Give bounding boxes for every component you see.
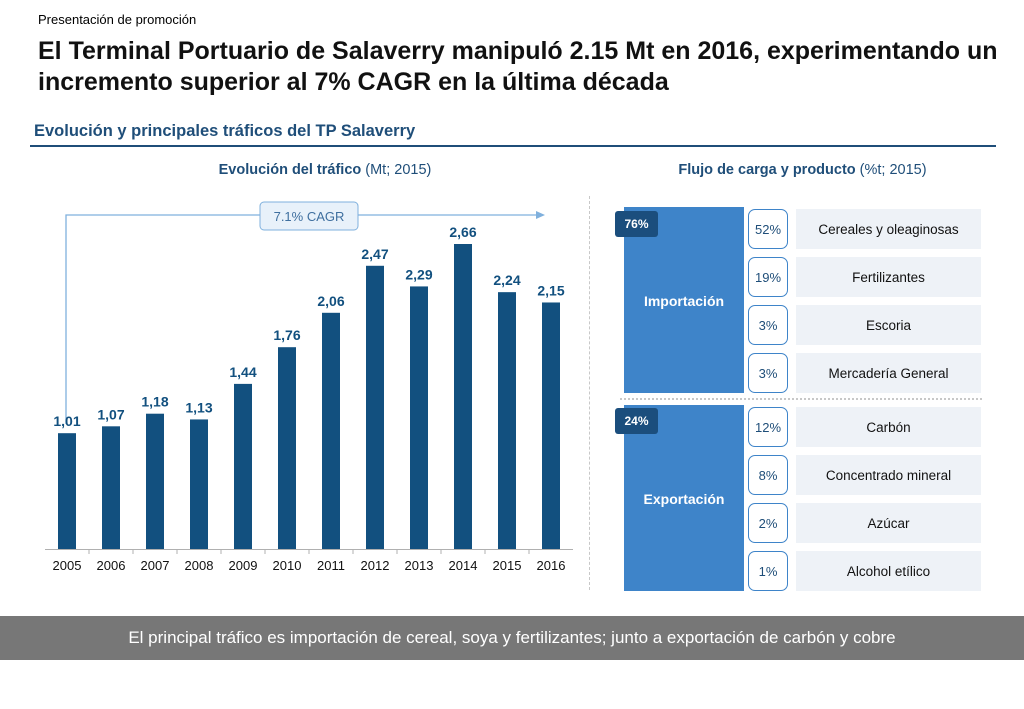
bar [146, 413, 164, 549]
flow-product-label: Cereales y oleaginosas [796, 209, 981, 249]
x-tick-label: 2010 [273, 558, 302, 573]
flow-row: 1% Alcohol etílico [748, 551, 981, 593]
flow-subtitle-bold: Flujo de carga y producto [678, 162, 856, 178]
cagr-callout-box [259, 201, 359, 231]
flow-product-label: Azúcar [796, 503, 981, 543]
chart-subtitle-unit: (Mt; 2015) [361, 162, 432, 178]
flow-subtitle-unit: (%t; 2015) [855, 162, 927, 178]
flow-subtitle: Flujo de carga y producto (%t; 2015) [600, 162, 1005, 178]
bar [542, 302, 560, 549]
x-tick-label: 2008 [185, 558, 214, 573]
bar-value-label: 2,47 [361, 246, 388, 262]
bar [102, 426, 120, 549]
group-separator [620, 398, 982, 400]
chart-subtitle-bold: Evolución del tráfico [218, 162, 362, 178]
flow-row: 52% Cereales y oleaginosas [748, 209, 981, 251]
flow-product-label: Mercadería General [796, 353, 981, 393]
bar [234, 383, 252, 549]
section-rule [30, 145, 996, 147]
conclusion-text: El principal tráfico es importación de c… [128, 628, 896, 647]
page-title: El Terminal Portuario de Salaverry manip… [38, 37, 998, 96]
x-tick-label: 2009 [229, 558, 258, 573]
panel-divider [589, 196, 590, 590]
x-tick-label: 2012 [361, 558, 390, 573]
flow-product-label: Escoria [796, 305, 981, 345]
flow-product-label: Fertilizantes [796, 257, 981, 297]
traffic-bar-chart: 7.1% CAGR 1,01 2005 1,07 2006 1,18 2007 1,13 200… [45, 201, 573, 573]
bar-value-label: 2,66 [449, 224, 476, 240]
flow-product-label: Carbón [796, 407, 981, 447]
bar-value-label: 1,76 [273, 327, 300, 343]
export-group-box: Exportación [624, 405, 744, 591]
cagr-arrow-line [65, 214, 540, 424]
import-group-label: Importación [643, 293, 725, 309]
cagr-label: 7.1% CAGR [274, 209, 345, 224]
bar [498, 292, 516, 549]
cagr-arrow-head [536, 211, 545, 219]
bar-value-label: 2,06 [317, 293, 344, 309]
flow-row: 8% Concentrado mineral [748, 455, 981, 497]
x-tick-label: 2011 [317, 558, 345, 573]
flow-product-label: Alcohol etílico [796, 551, 981, 591]
cagr-callout: 7.1% CAGR [259, 201, 359, 231]
presentation-kicker: Presentación de promoción [38, 12, 197, 27]
export-group-label: Exportación [643, 491, 725, 507]
flow-row: 19% Fertilizantes [748, 257, 981, 299]
chart-subtitle: Evolución del tráfico (Mt; 2015) [60, 162, 590, 178]
bar-value-label: 1,13 [185, 399, 212, 415]
flow-row: 3% Mercadería General [748, 353, 981, 395]
import-group-box: Importación [624, 207, 744, 393]
x-tick-label: 2007 [141, 558, 170, 573]
bar [410, 286, 428, 549]
bar-value-label: 2,29 [405, 266, 432, 282]
bar-value-label: 2,15 [537, 282, 564, 298]
x-tick-label: 2016 [537, 558, 566, 573]
bar-value-label: 1,01 [53, 413, 80, 429]
x-tick-label: 2014 [449, 558, 478, 573]
flow-percent: 52% [748, 209, 788, 249]
import-share-badge: 76% [615, 211, 658, 237]
bar [322, 312, 340, 549]
flow-percent: 1% [748, 551, 788, 591]
flow-percent: 12% [748, 407, 788, 447]
flow-percent: 3% [748, 305, 788, 345]
export-share-badge: 24% [615, 408, 658, 434]
conclusion-bar: El principal tráfico es importación de c… [0, 616, 1024, 660]
bar [58, 433, 76, 549]
flow-row: 3% Escoria [748, 305, 981, 347]
bar [366, 265, 384, 549]
bar [190, 419, 208, 549]
bar-value-label: 1,07 [97, 406, 124, 422]
bar-value-label: 2,24 [493, 272, 520, 288]
flow-percent: 8% [748, 455, 788, 495]
flow-row: 12% Carbón [748, 407, 981, 449]
bar [454, 244, 472, 549]
flow-row: 2% Azúcar [748, 503, 981, 545]
bar [278, 347, 296, 549]
x-tick-label: 2013 [405, 558, 434, 573]
flow-percent: 19% [748, 257, 788, 297]
flow-percent: 3% [748, 353, 788, 393]
flow-percent: 2% [748, 503, 788, 543]
x-tick-label: 2005 [53, 558, 82, 573]
x-tick-label: 2015 [493, 558, 522, 573]
bar-value-label: 1,44 [229, 364, 256, 380]
bar-value-label: 1,18 [141, 394, 168, 410]
section-title: Evolución y principales tráficos del TP … [34, 122, 416, 140]
flow-product-label: Concentrado mineral [796, 455, 981, 495]
x-tick-label: 2006 [97, 558, 126, 573]
